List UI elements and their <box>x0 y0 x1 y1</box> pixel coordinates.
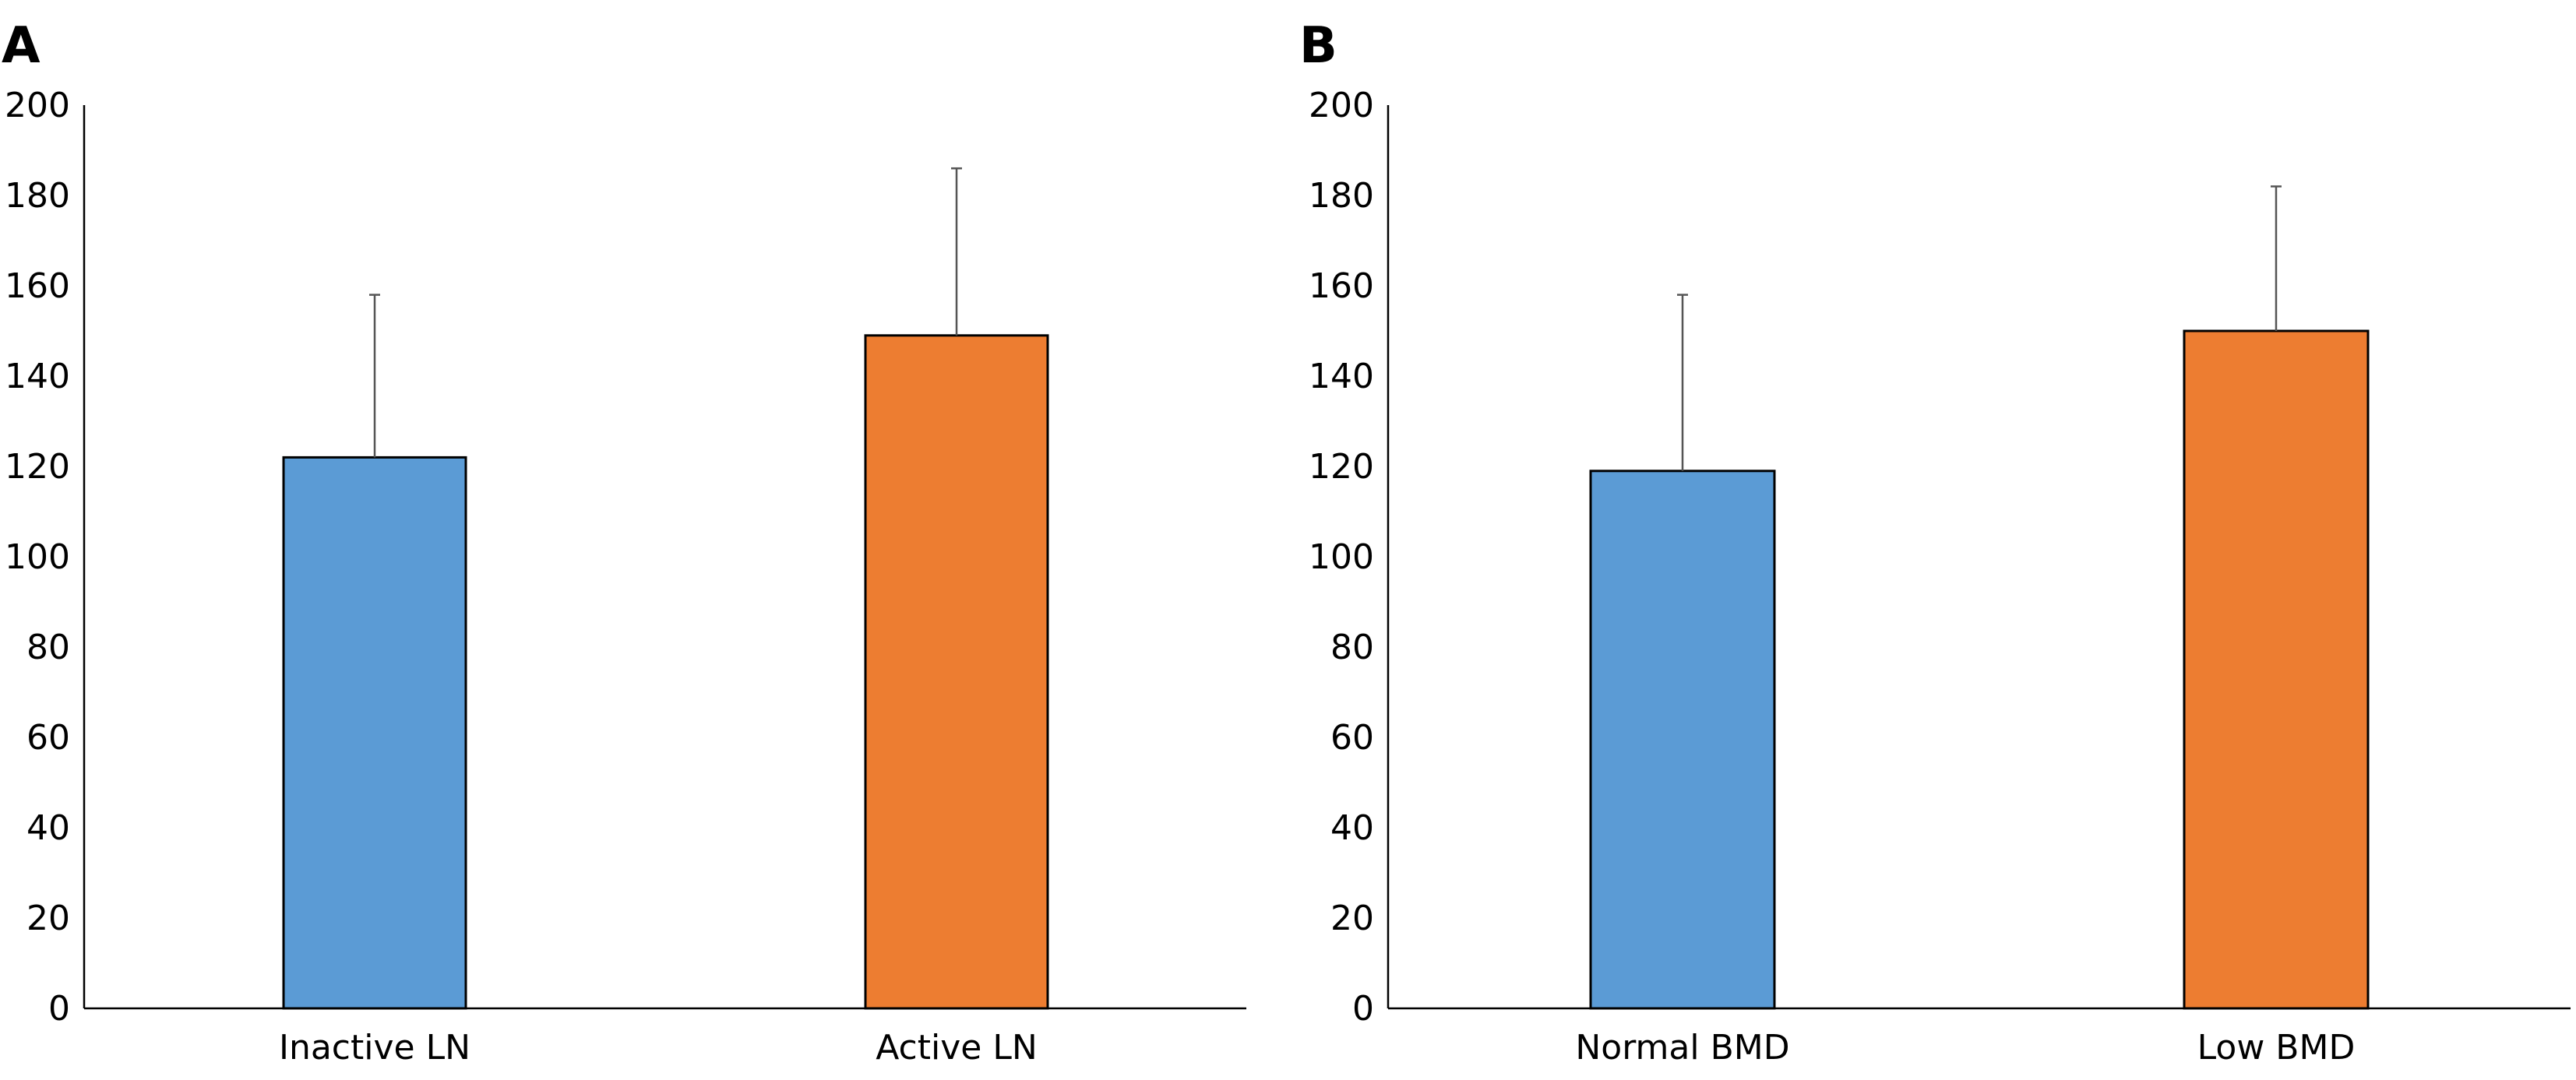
y-tick-label: 160 <box>1309 266 1374 306</box>
y-tick-label: 180 <box>5 176 70 216</box>
bar-normal-bmd <box>1589 470 1776 1010</box>
y-tick-label: 40 <box>26 808 70 848</box>
bar-inactive-ln <box>282 456 467 1010</box>
y-tick-label: 0 <box>1352 989 1374 1029</box>
y-tick-label: 60 <box>1330 718 1374 758</box>
y-tick-label: 160 <box>5 266 70 306</box>
y-tick-label: 20 <box>1330 899 1374 938</box>
category-label-normal-bmd: Normal BMD <box>1575 1028 1789 1068</box>
category-label-active-ln: Active LN <box>876 1028 1038 1068</box>
y-tick-label: 20 <box>26 899 70 938</box>
y-tick-label: 140 <box>1309 357 1374 396</box>
category-label-inactive-ln: Inactive LN <box>279 1028 470 1068</box>
panel-letter: B <box>1299 17 1337 75</box>
bar-active-ln <box>864 334 1049 1010</box>
y-tick-label: 60 <box>26 718 70 758</box>
y-tick-label: 80 <box>26 628 70 667</box>
y-tick-label: 200 <box>5 86 70 125</box>
y-tick-label: 100 <box>1309 537 1374 577</box>
y-tick-label: 120 <box>5 447 70 487</box>
y-tick-label: 200 <box>1309 86 1374 125</box>
y-tick-label: 120 <box>1309 447 1374 487</box>
panel-letter: A <box>2 17 41 75</box>
y-tick-label: 140 <box>5 357 70 396</box>
y-tick-label: 180 <box>1309 176 1374 216</box>
y-tick-label: 40 <box>1330 808 1374 848</box>
category-label-low-bmd: Low BMD <box>2197 1028 2356 1068</box>
y-tick-label: 100 <box>5 537 70 577</box>
y-tick-label: 0 <box>48 989 70 1029</box>
panel-a: A 0 20 40 60 80 100 120 140 160 180 200 Inactive LN A… <box>2 17 1246 1068</box>
panel-b: B 0 20 40 60 80 100 120 140 160 180 200 Normal BMD Lo… <box>1299 17 2571 1068</box>
y-tick-label: 80 <box>1330 628 1374 667</box>
bar-low-bmd <box>2183 329 2370 1010</box>
